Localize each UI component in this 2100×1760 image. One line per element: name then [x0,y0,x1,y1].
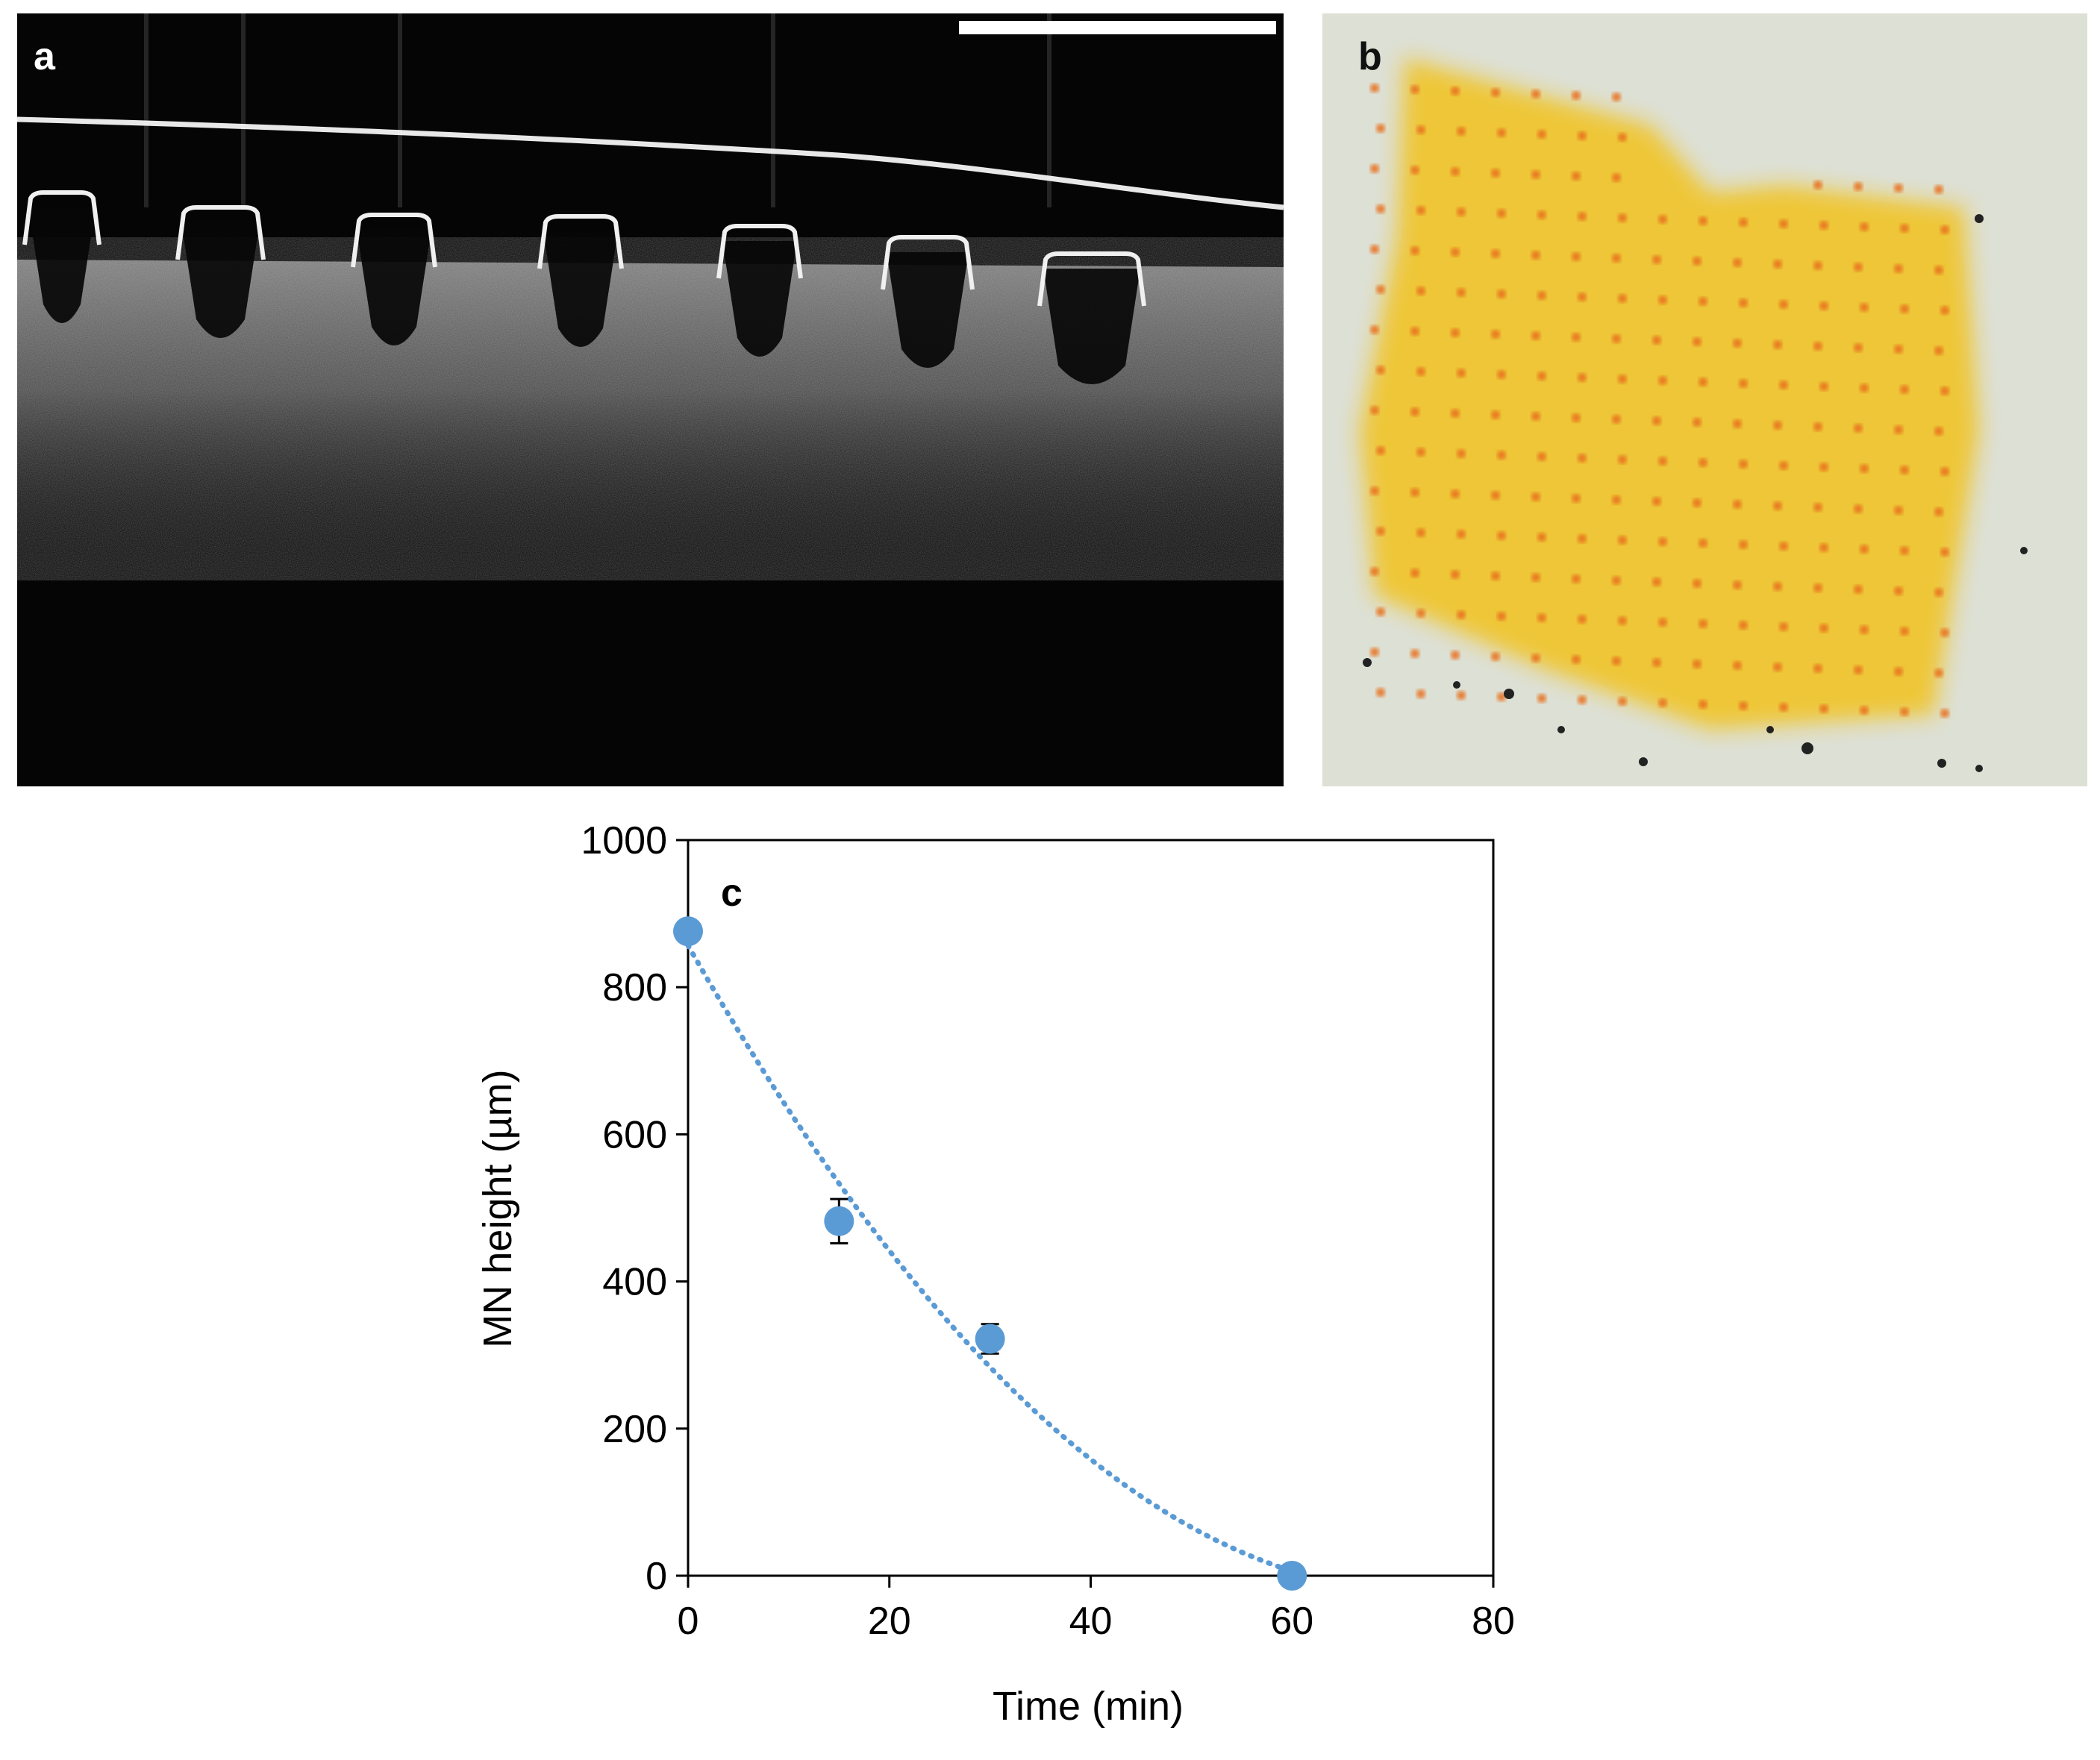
scale-bar [959,21,1276,34]
x-axis: 0 20 40 60 80 [678,1576,1515,1643]
height-vs-time-chart: 0 200 400 600 800 1000 0 20 40 60 80 Time (min) M… [475,819,1515,1729]
y-axis: 0 200 400 600 800 1000 [581,819,688,1598]
data-point [673,916,703,947]
plot-frame [687,839,1495,1577]
y-tick-label: 400 [602,1261,667,1304]
y-tick-label: 600 [602,1113,667,1156]
x-tick-label: 60 [1270,1600,1313,1643]
y-tick-label: 0 [646,1555,667,1598]
panel-label-a: a [34,35,55,78]
data-point [1277,1561,1307,1591]
microneedle-insertion-spots [1370,84,1949,718]
panel-label-b: b [1358,35,1382,78]
x-axis-label: Time (min) [993,1684,1184,1729]
microneedle-profiles [22,190,1146,307]
x-tick-label: 40 [1069,1600,1113,1643]
oct-image-panel: a [17,13,1284,786]
y-tick-label: 1000 [581,819,667,862]
x-tick-label: 20 [868,1600,911,1643]
data-point [824,1206,854,1236]
y-tick-label: 800 [602,966,667,1009]
trendline [685,942,1295,1574]
x-tick-label: 0 [678,1600,699,1643]
x-tick-label: 80 [1472,1600,1515,1643]
surface-line [17,116,1284,210]
data-points [673,916,1307,1591]
height-vs-time-chart-panel: 0 200 400 600 800 1000 0 20 40 60 80 Time (min) M… [0,791,2100,1760]
skin-photo-panel: b [1322,13,2087,786]
panel-label-c: c [721,871,743,915]
y-axis-label: MN height (µm) [475,1069,520,1347]
stained-skin-photo [1322,13,2087,786]
oct-image [17,13,1284,786]
debris-marks [1363,214,2028,772]
tissue-region [17,13,1284,580]
data-point [975,1324,1005,1354]
error-bars [830,1197,999,1355]
y-tick-label: 200 [602,1408,667,1451]
